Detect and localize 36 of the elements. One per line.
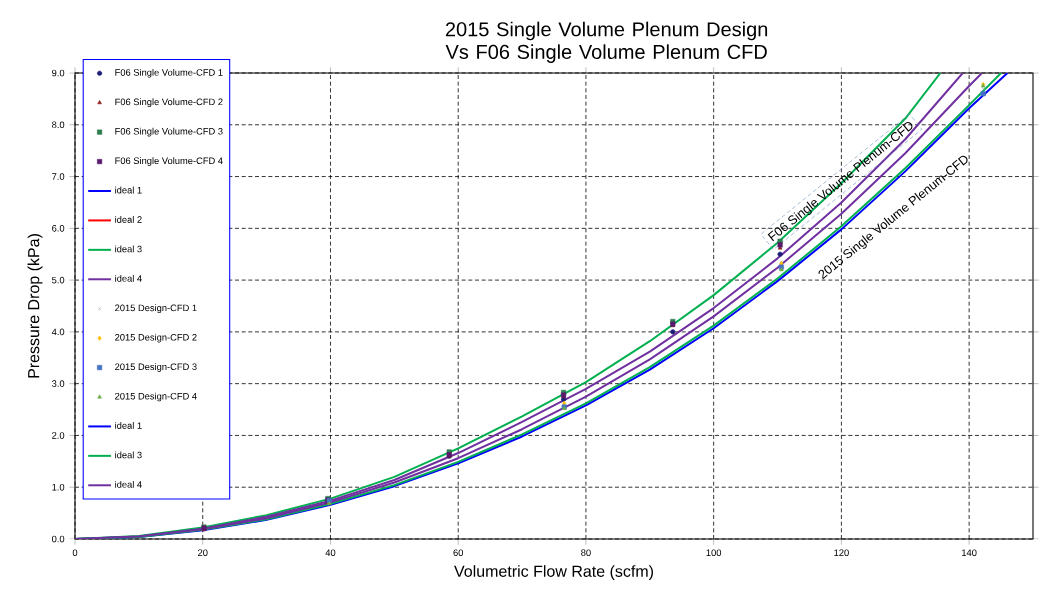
x-tick-label: 120 xyxy=(834,549,849,556)
y-tick-label: 4.0 xyxy=(51,328,65,336)
x-tick-label: 80 xyxy=(581,549,591,556)
legend-label: 2015 Design-CFD 4 xyxy=(115,392,197,402)
legend-label: ideal 3 xyxy=(115,245,142,253)
y-tick-label: 6.0 xyxy=(52,225,65,232)
legend-label: ideal 4 xyxy=(115,480,142,488)
legend-label: ideal 4 xyxy=(115,274,142,282)
y-tick-label: 1.0 xyxy=(52,483,65,491)
y-tick-label: 2.0 xyxy=(52,432,65,439)
chart-title: 2015 Single Volume Plenum Design Vs F06 Single Volume Plenum CFD xyxy=(445,21,768,63)
y-tick-label: 8.0 xyxy=(52,121,65,129)
y-axis-title: Pressure Drop (kPa) xyxy=(27,234,43,378)
legend-label: ideal 1 xyxy=(115,422,142,429)
y-tick-label: 5.0 xyxy=(52,276,65,284)
legend-label: 2015 Design-CFD 1 xyxy=(115,304,197,314)
y-tick-label: 7.0 xyxy=(52,173,65,180)
legend-label: 2015 Design-CFD 2 xyxy=(115,333,197,343)
x-tick-label: 60 xyxy=(453,549,464,556)
legend-label: ideal 1 xyxy=(115,186,142,194)
x-axis-title: Volumetric Flow Rate (scfm) xyxy=(454,565,653,581)
legend-label: F06 Single Volume-CFD 2 xyxy=(115,98,223,108)
x-tick-label: 100 xyxy=(706,549,722,556)
legend-label: F06 Single Volume-CFD 3 xyxy=(115,127,223,137)
legend-label: F06 Single Volume-CFD 4 xyxy=(115,157,223,166)
x-tick-label: 40 xyxy=(325,549,336,556)
x-tick-label: 140 xyxy=(962,549,977,556)
y-tick-label: 0.0 xyxy=(51,535,65,543)
legend-label: ideal 2 xyxy=(115,216,142,223)
y-tick-label: 9.0 xyxy=(52,69,65,77)
y-tick-label: 3.0 xyxy=(51,380,65,387)
x-tick-label: 0 xyxy=(72,549,78,556)
x-tick-label: 20 xyxy=(198,549,208,556)
legend-label: F06 Single Volume-CFD 1 xyxy=(115,68,223,78)
legend-label: ideal 3 xyxy=(115,451,142,459)
legend-label: 2015 Design-CFD 3 xyxy=(115,363,197,372)
